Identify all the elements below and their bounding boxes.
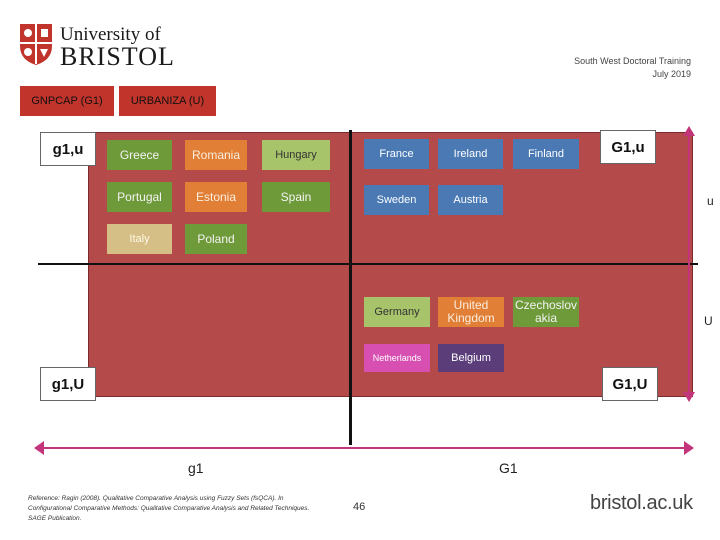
country-romania: Romania — [185, 140, 247, 170]
header-info: South West Doctoral Training July 2019 — [574, 55, 691, 81]
country-finland: Finland — [513, 139, 579, 169]
vertical-divider — [349, 130, 352, 445]
axis-label-g1-high: G1 — [499, 460, 518, 476]
country-portugal: Portugal — [107, 182, 172, 212]
country-united-kingdom: United Kingdom — [438, 297, 504, 327]
corner-label-top-left: g1,u — [40, 132, 96, 166]
site-url: bristol.ac.uk — [590, 492, 693, 514]
country-netherlands: Netherlands — [364, 344, 430, 372]
horizontal-axis-arrow-icon — [34, 441, 694, 455]
tab-gnpcap: GNPCAP (G1) — [20, 86, 114, 116]
country-italy: Italy — [107, 224, 172, 254]
horizontal-divider — [38, 263, 698, 265]
header-org: South West Doctoral Training — [574, 56, 691, 66]
country-hungary: Hungary — [262, 140, 330, 170]
country-czechoslovakia: Czechoslov akia — [513, 297, 579, 327]
logo-university-text: University of — [60, 24, 161, 45]
axis-label-g1-low: g1 — [188, 460, 204, 476]
reference-text: Reference: Ragin (2008). Qualitative Com… — [28, 495, 310, 522]
country-austria: Austria — [438, 185, 503, 215]
page-number: 46 — [353, 501, 366, 513]
country-germany: Germany — [364, 297, 430, 327]
crest-icon — [20, 24, 52, 65]
country-france: France — [364, 139, 429, 169]
country-poland: Poland — [185, 224, 247, 254]
corner-label-bottom-right: G1,U — [602, 367, 658, 401]
country-spain: Spain — [262, 182, 330, 212]
corner-label-top-right: G1,u — [600, 130, 656, 164]
country-ireland: Ireland — [438, 139, 503, 169]
corner-label-bottom-left: g1,U — [40, 367, 96, 401]
side-label-upper: u — [707, 194, 714, 208]
country-sweden: Sweden — [364, 185, 429, 215]
university-logo: University of BRISTOL — [18, 20, 188, 72]
country-estonia: Estonia — [185, 182, 247, 212]
side-label-lower: U — [704, 314, 713, 328]
header-date: July 2019 — [652, 69, 691, 79]
vertical-axis-arrow-icon — [683, 126, 695, 402]
tab-urbaniza: URBANIZA (U) — [119, 86, 216, 116]
logo-bristol-text: BRISTOL — [60, 42, 175, 71]
country-belgium: Belgium — [438, 344, 504, 372]
country-greece: Greece — [107, 140, 172, 170]
